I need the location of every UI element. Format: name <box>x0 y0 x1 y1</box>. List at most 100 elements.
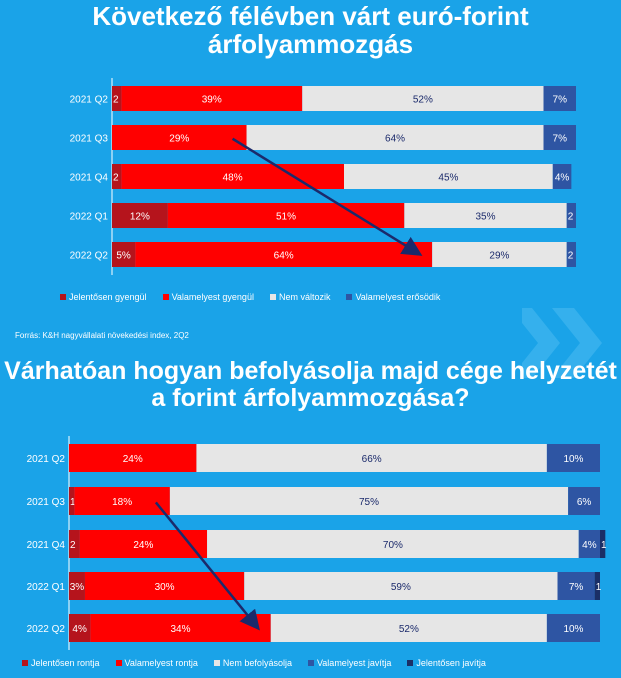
bar-segment <box>112 125 247 150</box>
data-label: 7% <box>553 134 568 145</box>
data-label: 4% <box>582 540 597 551</box>
data-label: 4% <box>72 624 87 635</box>
bar-segment <box>270 614 547 642</box>
legend-swatch <box>22 660 28 666</box>
legend-label: Jelentősen rontja <box>31 658 100 668</box>
data-label: 29% <box>489 251 509 262</box>
bar-segment <box>112 164 122 189</box>
chart-exchange-rate: 2021 Q2 2 39% 52% 7% 2021 Q3 29% 64% 7% 2021 Q4 2 4… <box>70 78 576 275</box>
bar-segment <box>600 530 606 558</box>
category-label: 2021 Q2 <box>27 454 66 465</box>
trend-arrow <box>154 501 260 631</box>
data-label: 7% <box>553 95 568 106</box>
data-label: 18% <box>112 497 132 508</box>
legend-label: Nem befolyásolja <box>222 658 292 668</box>
bar-segment <box>546 444 600 472</box>
chevron-decoration-icon <box>522 308 602 378</box>
category-label: 2022 Q2 <box>70 251 109 262</box>
data-label: 1 <box>596 582 602 593</box>
category-label: 2021 Q4 <box>27 540 66 551</box>
legend-label: Valamelyest erősödik <box>355 292 441 302</box>
category-label: 2022 Q1 <box>27 582 66 593</box>
data-label: 52% <box>413 95 433 106</box>
legend-item: Valamelyest rontja <box>115 658 198 668</box>
data-label: 4% <box>555 173 570 184</box>
data-label: 6% <box>577 497 592 508</box>
bar-segment <box>244 572 558 600</box>
bar-segment <box>112 203 168 228</box>
data-label: 52% <box>399 624 419 635</box>
category-label: 2021 Q2 <box>70 95 109 106</box>
data-label: 12% <box>130 212 150 223</box>
data-label: 2 <box>113 95 119 106</box>
bar-segment <box>167 203 405 228</box>
data-label: 2 <box>568 212 574 223</box>
data-label: 48% <box>223 173 243 184</box>
legend-item: Valamelyest javítja <box>307 658 392 668</box>
legend-label: Valamelyest javítja <box>316 658 392 668</box>
category-label: 2021 Q3 <box>27 497 66 508</box>
legend-swatch <box>115 660 122 666</box>
data-label: 70% <box>383 540 403 551</box>
source-note: Forrás: K&H nagyvállalati növekedési ind… <box>15 331 189 340</box>
category-label: 2022 Q2 <box>27 624 66 635</box>
legend-business-impact: Jelentősen rontja Valamelyest rontja Nem b… <box>22 658 502 668</box>
bar-segment <box>135 242 433 267</box>
legend-item: Jelentősen rontja <box>22 658 100 668</box>
data-label: 45% <box>438 173 458 184</box>
bar-segment <box>552 164 572 189</box>
legend-item: Jelentősen javítja <box>407 658 486 668</box>
legend-swatch <box>346 294 353 300</box>
legend-swatch <box>60 294 66 300</box>
bar-segment <box>566 203 576 228</box>
legend-label: Jelentősen gyengül <box>69 292 147 302</box>
data-label: 24% <box>133 540 153 551</box>
bar-segment <box>112 86 122 111</box>
legend-label: Jelentősen javítja <box>416 658 486 668</box>
legend-label: Valamelyest rontja <box>124 658 198 668</box>
data-label: 10% <box>563 454 583 465</box>
data-label: 64% <box>385 134 405 145</box>
legend-item: Valamelyest erősödik <box>346 292 440 302</box>
data-label: 34% <box>171 624 191 635</box>
bar-segment <box>196 444 547 472</box>
data-label: 39% <box>202 95 222 106</box>
bar-segment <box>112 242 136 267</box>
data-label: 7% <box>569 582 584 593</box>
bar-segment <box>543 125 576 150</box>
bar-segment <box>69 572 85 600</box>
bar-segment <box>207 530 579 558</box>
bar-segment <box>74 487 170 515</box>
bar-segment <box>69 444 197 472</box>
data-label: 59% <box>391 582 411 593</box>
bar-segment <box>404 203 567 228</box>
trend-arrow <box>231 137 423 256</box>
data-label: 66% <box>362 454 382 465</box>
data-label: 3% <box>70 582 85 593</box>
bar-segment <box>69 487 75 515</box>
data-label: 64% <box>274 251 294 262</box>
data-label: 5% <box>116 251 131 262</box>
legend-item: Nem befolyásolja <box>213 658 292 668</box>
bar-segment <box>69 614 91 642</box>
legend-item: Valamelyest gyengül <box>162 292 254 302</box>
legend-swatch <box>269 294 276 300</box>
category-label: 2022 Q1 <box>70 212 109 223</box>
chart-title-business-impact: Várhatóan hogyan befolyásolja majd cége … <box>4 357 617 412</box>
data-label: 30% <box>155 582 175 593</box>
bar-segment <box>344 164 553 189</box>
data-label: 29% <box>169 134 189 145</box>
legend-swatch <box>407 660 414 666</box>
bar-segment <box>546 614 600 642</box>
bar-segment <box>79 530 208 558</box>
bar-segment <box>594 572 600 600</box>
bar-segment <box>69 530 80 558</box>
bar-segment <box>543 86 576 111</box>
bar-segment <box>121 86 303 111</box>
bar-segment <box>568 487 600 515</box>
chart-title-exchange-rate: Következő félévben várt euró-forint árfo… <box>92 1 529 60</box>
category-label: 2021 Q3 <box>70 134 109 145</box>
bar-segment <box>557 572 595 600</box>
bar-segment <box>566 242 576 267</box>
